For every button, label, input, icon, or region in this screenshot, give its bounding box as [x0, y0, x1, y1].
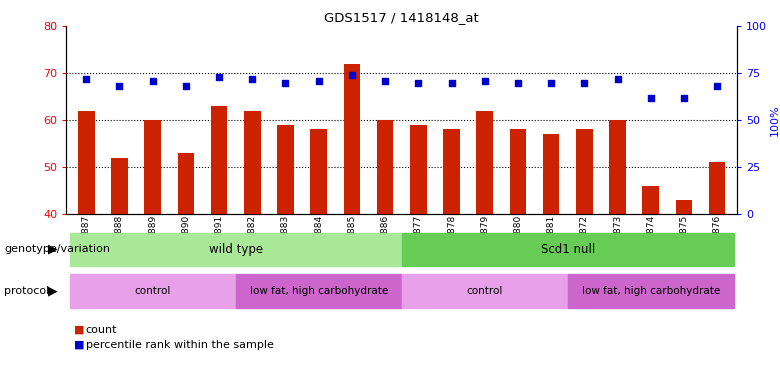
Text: percentile rank within the sample: percentile rank within the sample — [86, 340, 274, 350]
Bar — [78, 111, 94, 214]
Text: protocol: protocol — [4, 286, 49, 296]
Bar — [643, 186, 659, 214]
Bar — [477, 111, 493, 214]
Text: low fat, high carbohydrate: low fat, high carbohydrate — [250, 286, 388, 296]
Text: low fat, high carbohydrate: low fat, high carbohydrate — [582, 286, 720, 296]
Text: ▶: ▶ — [48, 284, 58, 297]
Point — [644, 94, 657, 100]
Point — [711, 83, 723, 89]
Bar — [443, 129, 460, 214]
Point — [179, 83, 192, 89]
Bar — [211, 106, 227, 214]
Point — [80, 76, 93, 82]
Point — [279, 80, 292, 86]
Point — [512, 80, 524, 86]
Bar — [402, 232, 734, 266]
Bar — [402, 274, 568, 308]
Point — [379, 78, 392, 84]
Point — [612, 76, 624, 82]
Title: GDS1517 / 1418148_at: GDS1517 / 1418148_at — [324, 11, 479, 24]
Bar — [509, 129, 526, 214]
Text: ▶: ▶ — [48, 243, 58, 256]
Bar — [568, 274, 734, 308]
Text: genotype/variation: genotype/variation — [4, 244, 110, 254]
Text: wild type: wild type — [208, 243, 263, 256]
Point — [113, 83, 126, 89]
Point — [478, 78, 491, 84]
Bar — [144, 120, 161, 214]
Bar — [111, 158, 128, 214]
Text: ■: ■ — [74, 325, 84, 335]
Point — [445, 80, 458, 86]
Bar — [576, 129, 593, 214]
Bar — [310, 129, 327, 214]
Bar — [609, 120, 626, 214]
Point — [545, 80, 558, 86]
Point — [578, 80, 590, 86]
Text: count: count — [86, 325, 117, 335]
Bar — [377, 120, 393, 214]
Point — [213, 74, 225, 80]
Bar — [709, 162, 725, 214]
Y-axis label: 100%: 100% — [770, 104, 780, 136]
Bar — [236, 274, 402, 308]
Point — [412, 80, 424, 86]
Bar — [69, 232, 402, 266]
Bar — [178, 153, 194, 214]
Text: control: control — [466, 286, 503, 296]
Point — [313, 78, 325, 84]
Point — [678, 94, 690, 100]
Point — [147, 78, 159, 84]
Bar — [410, 124, 427, 214]
Bar — [543, 134, 559, 214]
Text: ■: ■ — [74, 340, 84, 350]
Bar — [343, 64, 360, 214]
Point — [346, 72, 358, 78]
Bar — [277, 124, 294, 214]
Text: Scd1 null: Scd1 null — [541, 243, 595, 256]
Point — [246, 76, 258, 82]
Bar — [675, 200, 693, 214]
Bar — [69, 274, 236, 308]
Text: control: control — [134, 286, 171, 296]
Bar — [244, 111, 261, 214]
